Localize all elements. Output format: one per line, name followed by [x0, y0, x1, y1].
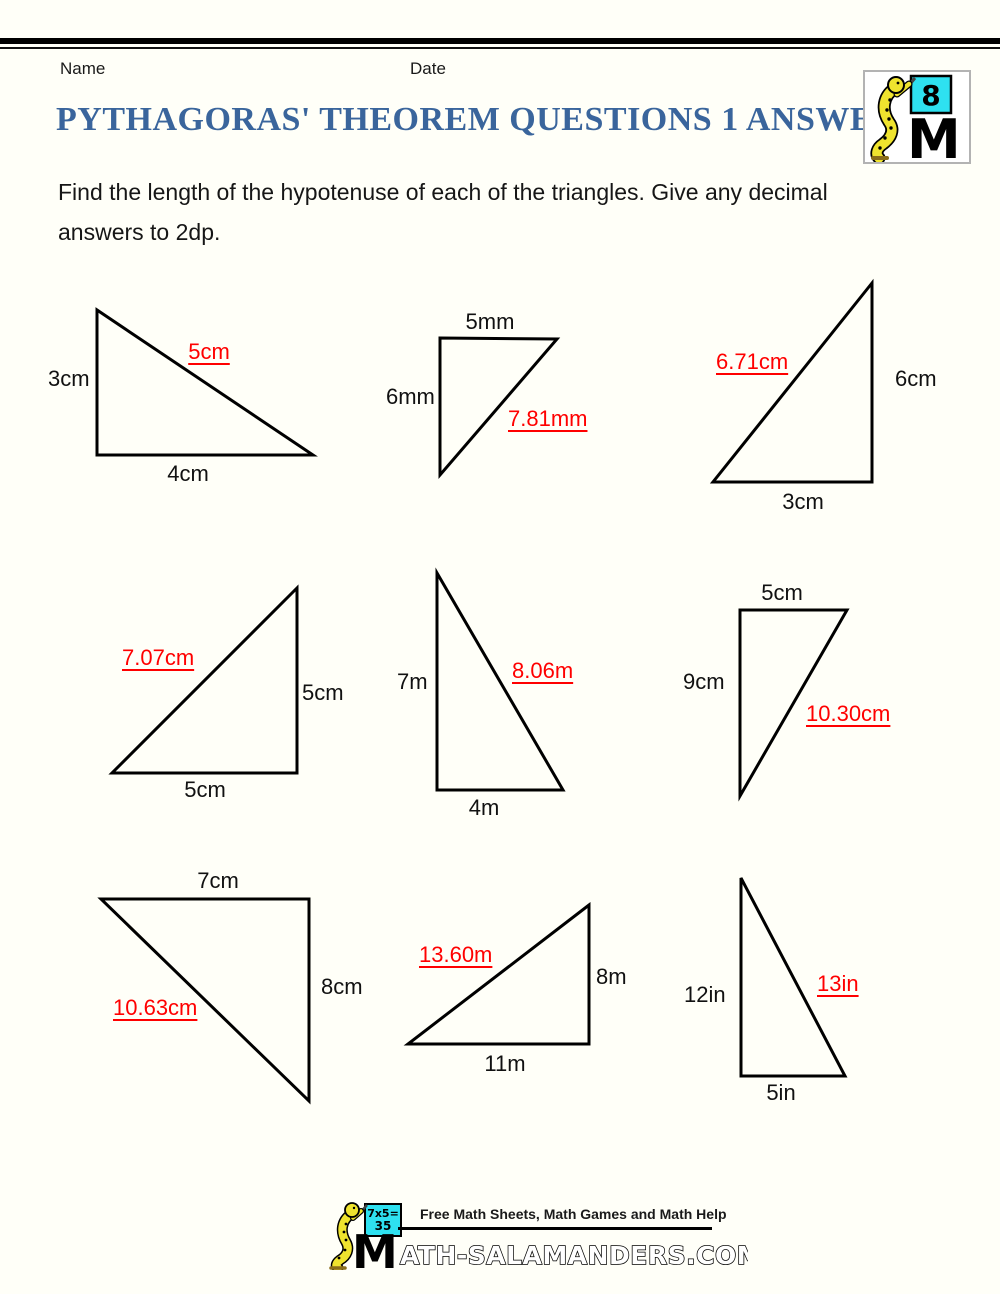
- triangle-5-shape: [435, 567, 566, 792]
- triangle-6-answer-label: 10.30cm: [806, 701, 891, 726]
- salamander-mascot-icon: M 8: [870, 74, 961, 162]
- triangle-1-answer-label: 5cm: [188, 339, 230, 364]
- footer-board-line2: 35: [375, 1219, 392, 1233]
- triangle-7-side-a-label: 7cm: [197, 868, 239, 893]
- triangle-2-answer-label: 7.81mm: [508, 406, 588, 431]
- triangle-3-shape: [709, 278, 874, 484]
- triangle-6-side-b-label: 9cm: [683, 669, 725, 694]
- triangle-3-side-a-label: 6cm: [895, 366, 937, 391]
- triangle-2-side-a-label: 5mm: [465, 309, 515, 334]
- triangle-2-shape: [438, 336, 561, 480]
- triangle-5-side-b-label: 4m: [468, 795, 500, 820]
- footer-wordmark: M ATH-SALAMANDERS.COM: [352, 1225, 748, 1274]
- triangle-9-side-b-label: 5in: [766, 1080, 796, 1105]
- wordmark-site-text: ATH-SALAMANDERS.COM: [400, 1241, 748, 1270]
- footer-salamander-logo: 7x5= 35: [325, 1198, 405, 1270]
- footer-board-line1: 7x5=: [367, 1207, 399, 1220]
- triangle-4-shape: [108, 584, 299, 775]
- triangle-7-answer-label: 10.63cm: [113, 995, 198, 1020]
- triangle-5-answer-label: 8.06m: [512, 658, 574, 683]
- triangle-9-side-a-label: 12in: [684, 982, 726, 1007]
- top-rule-thick: [0, 38, 1000, 44]
- math-salamanders-logo: M 8: [863, 70, 971, 164]
- triangle-8-shape: [403, 901, 591, 1046]
- triangle-6-side-a-label: 5cm: [761, 580, 803, 605]
- triangle-9-answer-label: 13in: [817, 971, 859, 996]
- date-label: Date: [410, 59, 446, 78]
- logo-m-letter: M: [907, 108, 961, 162]
- triangle-1-shape: [95, 307, 318, 457]
- logo-board-number: 8: [921, 79, 940, 112]
- name-label: Name: [60, 59, 106, 78]
- wordmark-m-letter: M: [352, 1225, 398, 1274]
- triangle-1-side-b-label: 4cm: [167, 461, 209, 486]
- footer-tagline: Free Math Sheets, Math Games and Math He…: [420, 1206, 727, 1222]
- triangle-7-side-b-label: 8cm: [321, 974, 363, 999]
- triangle-7-shape: [97, 897, 311, 1105]
- instructions-text: Find the length of the hypotenuse of eac…: [58, 179, 828, 245]
- triangle-4-answer-label: 7.07cm: [122, 645, 195, 670]
- triangle-6-shape: [738, 608, 850, 802]
- footer-salamander-icon: 7x5= 35: [329, 1202, 402, 1270]
- page-title: PYTHAGORAS' THEOREM QUESTIONS 1 ANSWERS: [56, 101, 918, 138]
- triangle-8-side-b-label: 11m: [484, 1051, 526, 1076]
- triangle-8-answer-label: 13.60m: [419, 942, 493, 967]
- triangle-3-side-b-label: 3cm: [782, 489, 824, 514]
- triangle-8-side-a-label: 8m: [596, 964, 627, 989]
- triangle-4-side-b-label: 5cm: [184, 777, 226, 802]
- triangle-9-shape: [739, 877, 848, 1078]
- triangle-3-answer-label: 6.71cm: [716, 349, 789, 374]
- triangle-4-side-a-label: 5cm: [302, 680, 344, 705]
- triangle-1-side-a-label: 3cm: [48, 366, 90, 391]
- triangle-5-side-a-label: 7m: [397, 669, 428, 694]
- footer-board: [364, 1203, 402, 1237]
- top-rule-thin: [0, 47, 1000, 49]
- triangle-2-side-b-label: 6mm: [386, 384, 435, 409]
- footer-rule: [398, 1227, 712, 1230]
- logo-board: [909, 74, 953, 115]
